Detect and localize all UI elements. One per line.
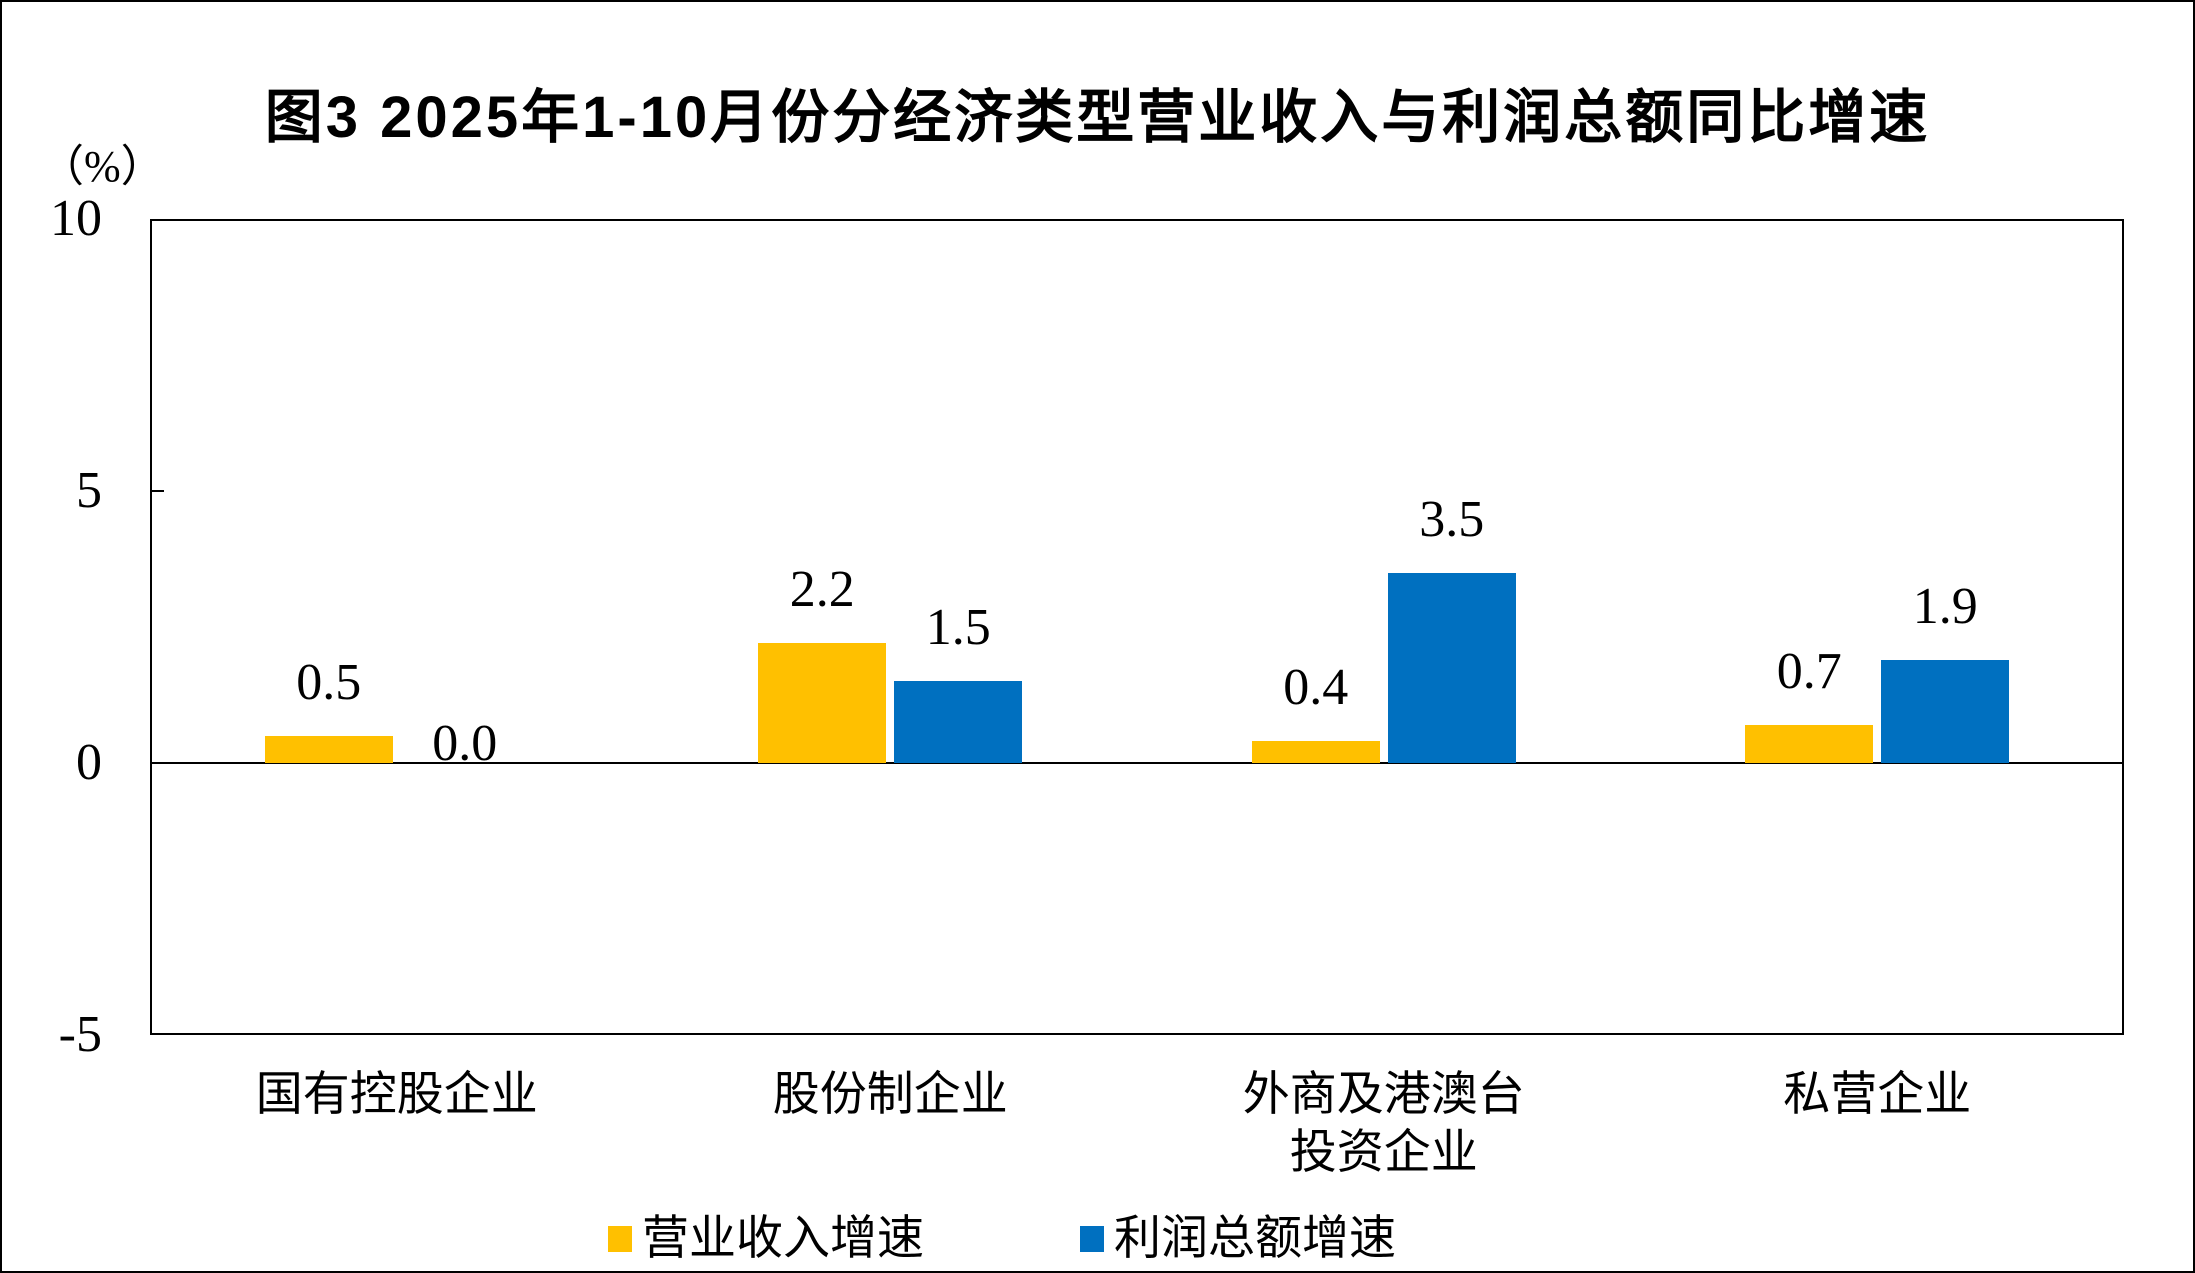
y-tick-mark-5 (150, 490, 164, 492)
bar-series1-cat2 (1387, 573, 1516, 763)
plot-area (150, 219, 2124, 1035)
chart-title: 图3 2025年1-10月份分经济类型营业收入与利润总额同比增速 (264, 85, 1931, 150)
legend-swatch-series1 (1080, 1226, 1104, 1252)
y-tick-label-0: 0 (76, 734, 102, 791)
bar-value-label-series0-cat2: 0.4 (1283, 659, 1349, 716)
legend-label-series0: 营业收入增速 (642, 1213, 924, 1265)
bar-value-label-series1-cat0: 0.0 (432, 715, 498, 772)
bar-value-label-series0-cat3: 0.7 (1776, 643, 1842, 700)
category-label-0: 国有控股企业 (255, 1069, 538, 1121)
y-tick-label-10: 10 (50, 190, 102, 247)
bar-value-label-series1-cat2: 3.5 (1419, 491, 1485, 548)
bar-series0-cat2 (1251, 741, 1380, 763)
category-label-2: 外商及港澳台 投资企业 (1242, 1069, 1525, 1179)
legend-item-1: 利润总额增速 (1080, 1208, 1396, 1270)
y-tick-label-5: 5 (76, 462, 102, 519)
bar-value-label-series1-cat1: 1.5 (925, 599, 991, 656)
bar-series1-cat3 (1881, 660, 2010, 763)
bar-series0-cat0 (264, 736, 393, 763)
bar-series1-cat1 (894, 681, 1023, 763)
y-axis-unit-label: （%） (40, 142, 165, 191)
category-label-3: 私营企业 (1783, 1069, 1972, 1121)
bar-series0-cat3 (1745, 725, 1874, 763)
bar-value-label-series0-cat0: 0.5 (296, 654, 362, 711)
bar-value-label-series1-cat3: 1.9 (1912, 578, 1978, 635)
legend-swatch-series0 (608, 1226, 632, 1252)
legend-label-series1: 利润总额增速 (1114, 1213, 1396, 1265)
category-label-1: 股份制企业 (772, 1069, 1008, 1121)
bar-series0-cat1 (758, 643, 887, 763)
bar-value-label-series0-cat1: 2.2 (789, 561, 855, 618)
zero-axis-line (150, 762, 2124, 764)
y-tick-label--5: -5 (58, 1006, 102, 1063)
legend-item-0: 营业收入增速 (608, 1208, 924, 1270)
